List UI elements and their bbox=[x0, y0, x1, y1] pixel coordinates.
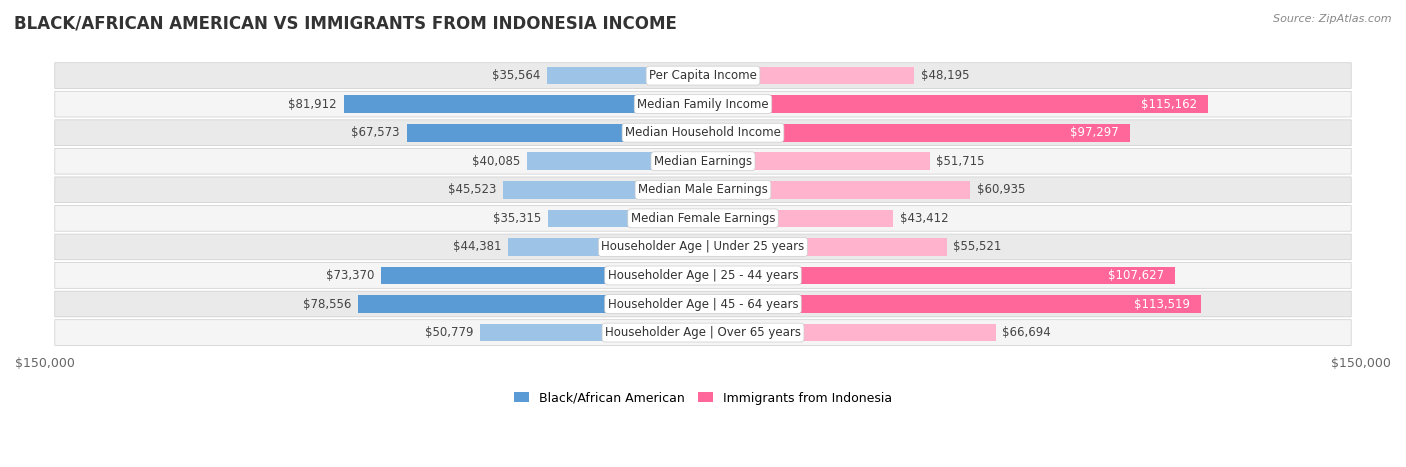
Bar bbox=[343, 95, 703, 113]
Text: Median Female Earnings: Median Female Earnings bbox=[631, 212, 775, 225]
Bar bbox=[703, 295, 1201, 313]
Text: $40,085: $40,085 bbox=[472, 155, 520, 168]
FancyBboxPatch shape bbox=[55, 320, 1351, 346]
Text: $44,381: $44,381 bbox=[453, 241, 502, 254]
Bar bbox=[703, 238, 946, 256]
Text: $45,523: $45,523 bbox=[449, 184, 496, 196]
Bar bbox=[703, 95, 1208, 113]
Bar bbox=[509, 238, 703, 256]
Text: Householder Age | Under 25 years: Householder Age | Under 25 years bbox=[602, 241, 804, 254]
FancyBboxPatch shape bbox=[55, 120, 1351, 146]
Text: $66,694: $66,694 bbox=[1002, 326, 1050, 339]
Text: $51,715: $51,715 bbox=[936, 155, 986, 168]
Text: $60,935: $60,935 bbox=[977, 184, 1025, 196]
Bar bbox=[703, 67, 914, 85]
Text: $97,297: $97,297 bbox=[1070, 126, 1119, 139]
Text: Householder Age | 25 - 44 years: Householder Age | 25 - 44 years bbox=[607, 269, 799, 282]
Text: Median Male Earnings: Median Male Earnings bbox=[638, 184, 768, 196]
FancyBboxPatch shape bbox=[55, 205, 1351, 231]
Bar bbox=[548, 210, 703, 227]
FancyBboxPatch shape bbox=[55, 177, 1351, 203]
Text: Householder Age | 45 - 64 years: Householder Age | 45 - 64 years bbox=[607, 297, 799, 311]
Bar bbox=[703, 181, 970, 198]
Text: Median Earnings: Median Earnings bbox=[654, 155, 752, 168]
Bar bbox=[703, 267, 1175, 284]
FancyBboxPatch shape bbox=[55, 262, 1351, 288]
Text: $73,370: $73,370 bbox=[326, 269, 374, 282]
Text: $55,521: $55,521 bbox=[953, 241, 1001, 254]
FancyBboxPatch shape bbox=[55, 63, 1351, 88]
Text: $107,627: $107,627 bbox=[1108, 269, 1164, 282]
FancyBboxPatch shape bbox=[55, 149, 1351, 174]
Text: $78,556: $78,556 bbox=[304, 297, 352, 311]
FancyBboxPatch shape bbox=[55, 234, 1351, 260]
Text: Householder Age | Over 65 years: Householder Age | Over 65 years bbox=[605, 326, 801, 339]
FancyBboxPatch shape bbox=[55, 91, 1351, 117]
Bar bbox=[503, 181, 703, 198]
Text: $43,412: $43,412 bbox=[900, 212, 949, 225]
Bar bbox=[703, 152, 929, 170]
Bar bbox=[703, 124, 1130, 142]
Text: Per Capita Income: Per Capita Income bbox=[650, 69, 756, 82]
Text: $35,315: $35,315 bbox=[494, 212, 541, 225]
Bar bbox=[359, 295, 703, 313]
Text: $50,779: $50,779 bbox=[425, 326, 474, 339]
Text: $48,195: $48,195 bbox=[921, 69, 970, 82]
Text: Source: ZipAtlas.com: Source: ZipAtlas.com bbox=[1274, 14, 1392, 24]
Legend: Black/African American, Immigrants from Indonesia: Black/African American, Immigrants from … bbox=[509, 387, 897, 410]
Text: BLACK/AFRICAN AMERICAN VS IMMIGRANTS FROM INDONESIA INCOME: BLACK/AFRICAN AMERICAN VS IMMIGRANTS FRO… bbox=[14, 14, 676, 32]
Text: $67,573: $67,573 bbox=[352, 126, 399, 139]
Bar bbox=[703, 324, 995, 341]
FancyBboxPatch shape bbox=[55, 291, 1351, 317]
Bar bbox=[703, 210, 893, 227]
Bar bbox=[527, 152, 703, 170]
Text: Median Household Income: Median Household Income bbox=[626, 126, 780, 139]
Text: $35,564: $35,564 bbox=[492, 69, 540, 82]
Bar bbox=[481, 324, 703, 341]
Bar bbox=[381, 267, 703, 284]
Bar bbox=[406, 124, 703, 142]
Text: $81,912: $81,912 bbox=[288, 98, 337, 111]
Text: $113,519: $113,519 bbox=[1135, 297, 1189, 311]
Bar bbox=[547, 67, 703, 85]
Text: Median Family Income: Median Family Income bbox=[637, 98, 769, 111]
Text: $115,162: $115,162 bbox=[1142, 98, 1198, 111]
